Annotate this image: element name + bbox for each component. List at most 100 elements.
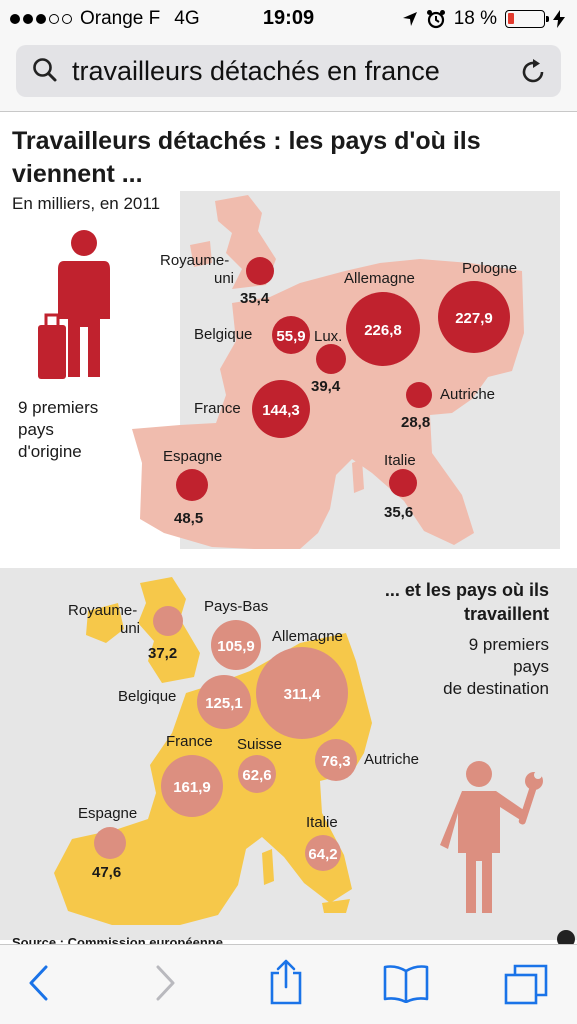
dest-heading-line1: ... et les pays où ils xyxy=(385,580,549,600)
publisher-logo xyxy=(557,930,575,944)
origin-label-autriche: Autriche xyxy=(440,386,495,403)
dest-bubble-autriche xyxy=(315,739,357,781)
infographic: Travailleurs détachés : les pays d'où il… xyxy=(0,113,577,944)
dest-label-allemagne: Allemagne xyxy=(272,628,343,645)
dest-heading-line2: travaillent xyxy=(464,604,549,624)
dest-label-royaume-uni: Royaume- xyxy=(68,602,137,619)
origin-label-espagne: Espagne xyxy=(163,448,222,465)
dest-value-pays-bas: 105,9 xyxy=(217,638,255,655)
origin-value-allemagne: 226,8 xyxy=(364,322,402,339)
dest-caption-3: de destination xyxy=(443,679,549,698)
clock: 19:09 xyxy=(262,7,315,29)
origin-value-espagne: 48,5 xyxy=(174,510,203,527)
origin-caption-2: pays xyxy=(18,420,54,439)
dest-value-belgique: 125,1 xyxy=(205,695,243,712)
dest-value-italie: 64,2 xyxy=(308,846,337,863)
traveler-figure xyxy=(38,230,110,379)
origin-value-italie: 35,6 xyxy=(384,504,413,521)
dest-value-autriche: 76,3 xyxy=(321,753,350,770)
status-right: 18 % xyxy=(402,8,565,30)
search-icon xyxy=(33,58,57,82)
dest-value-royaume-uni: 37,2 xyxy=(148,645,177,662)
dest-label-espagne: Espagne xyxy=(78,805,137,822)
origin-value-france: 144,3 xyxy=(262,402,300,419)
forward-icon[interactable] xyxy=(154,965,176,1001)
origin-caption-1: 9 premiers xyxy=(18,398,98,417)
origin-label-lux: Lux. xyxy=(314,328,342,345)
dest-value-suisse: 62,6 xyxy=(242,767,271,784)
origin-bubble-allemagne xyxy=(346,292,420,366)
search-query: travailleurs détachés en france xyxy=(72,56,440,86)
origin-bubble-lux xyxy=(316,344,346,374)
battery-percent: 18 % xyxy=(453,8,497,29)
worker-figure xyxy=(440,761,543,913)
dest-bubble-france xyxy=(161,755,223,817)
infographic-subtitle: En milliers, en 2011 xyxy=(12,194,160,213)
charging-bolt-icon xyxy=(553,10,565,28)
origin-map xyxy=(132,191,560,549)
origin-bubbles: Royaume- uni 35,4 Allemagne 226,8 Pologn… xyxy=(160,252,517,527)
origin-bubble-espagne xyxy=(176,469,208,501)
suitcase-icon xyxy=(38,325,66,379)
dest-caption-2: pays xyxy=(513,657,549,676)
dest-bubble-royaume-uni xyxy=(153,606,183,636)
origin-bubble-pologne xyxy=(438,281,510,353)
dest-label-royaume-uni-2: uni xyxy=(120,620,140,637)
origin-caption-3: d'origine xyxy=(18,442,82,461)
dest-value-france: 161,9 xyxy=(173,779,211,796)
share-icon[interactable] xyxy=(268,959,304,1005)
dest-label-france: France xyxy=(166,733,213,750)
dest-label-suisse: Suisse xyxy=(237,736,282,753)
dest-bubble-allemagne xyxy=(256,647,348,739)
bookmarks-icon[interactable] xyxy=(382,963,430,1003)
destination-bubbles: Royaume- uni 37,2 Pays-Bas 105,9 Allemag… xyxy=(68,598,419,881)
dest-label-belgique: Belgique xyxy=(118,688,176,705)
source-credit: Source : Commission européenne xyxy=(12,935,223,944)
dest-bubble-belgique xyxy=(197,675,251,729)
origin-label-pologne: Pologne xyxy=(462,260,517,277)
origin-value-lux: 39,4 xyxy=(311,378,341,395)
origin-bubble-france xyxy=(252,380,310,438)
search-field[interactable]: travailleurs détachés en france xyxy=(16,45,561,97)
signal-dots xyxy=(10,14,72,24)
dest-value-espagne: 47,6 xyxy=(92,864,121,881)
location-arrow-icon xyxy=(402,12,417,26)
status-bar: Orange F 4G 19:09 18 % xyxy=(0,0,577,40)
origin-value-pologne: 227,9 xyxy=(455,310,493,327)
origin-value-autriche: 28,8 xyxy=(401,414,430,431)
origin-bubble-italie xyxy=(389,469,417,497)
origin-label-france: France xyxy=(194,400,241,417)
battery-icon xyxy=(505,10,549,28)
alarm-clock-icon xyxy=(426,10,445,29)
origin-label-italie: Italie xyxy=(384,452,416,469)
dest-value-allemagne: 311,4 xyxy=(284,686,321,703)
dest-caption-1: 9 premiers xyxy=(469,635,549,654)
dest-bubble-espagne xyxy=(94,827,126,859)
reload-icon[interactable] xyxy=(521,57,547,85)
origin-bubble-royaume-uni xyxy=(246,257,274,285)
address-bar-area: travailleurs détachés en france xyxy=(0,40,577,112)
carrier-label: Orange F xyxy=(80,8,161,29)
infographic-title-line1: Travailleurs détachés : les pays d'où il… xyxy=(12,127,481,155)
dest-bubble-italie xyxy=(305,835,341,871)
origin-bubble-autriche xyxy=(406,382,432,408)
dest-label-pays-bas: Pays-Bas xyxy=(204,598,268,615)
origin-label-royaume-uni-2: uni xyxy=(214,270,234,287)
back-icon[interactable] xyxy=(28,965,50,1001)
infographic-canvas: Travailleurs détachés : les pays d'où il… xyxy=(0,127,577,944)
origin-label-allemagne: Allemagne xyxy=(344,270,415,287)
dest-bubble-suisse xyxy=(238,755,276,793)
network-label: 4G xyxy=(174,8,200,29)
wrench-icon xyxy=(518,771,543,825)
browser-toolbar xyxy=(0,944,577,1024)
dest-label-autriche: Autriche xyxy=(364,751,419,768)
origin-value-belgique: 55,9 xyxy=(276,328,305,345)
tabs-icon[interactable] xyxy=(503,963,549,1005)
carrier-info: Orange F 4G xyxy=(10,8,200,30)
dest-label-italie: Italie xyxy=(306,814,338,831)
origin-value-royaume-uni: 35,4 xyxy=(240,290,270,307)
infographic-title-line2: viennent ... xyxy=(12,160,143,188)
origin-label-belgique: Belgique xyxy=(194,326,252,343)
origin-bubble-belgique xyxy=(272,316,310,354)
dest-bubble-pays-bas xyxy=(211,620,261,670)
